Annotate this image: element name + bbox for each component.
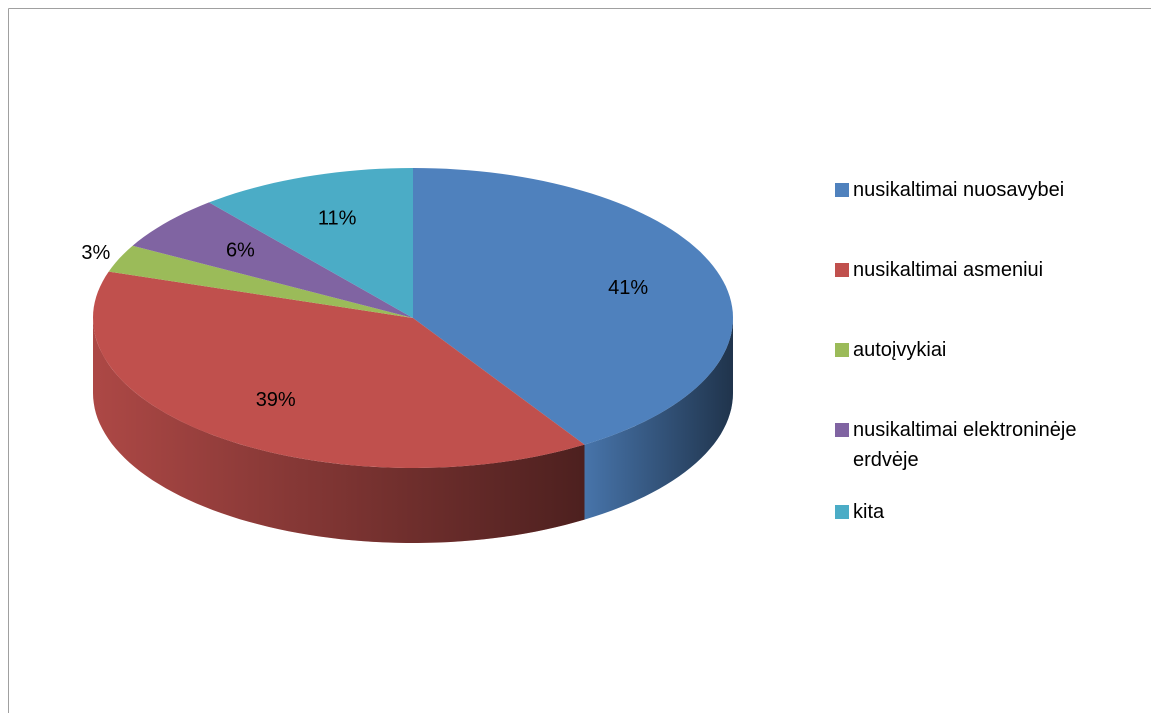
- data-label: 39%: [256, 389, 296, 411]
- legend-label: kita: [853, 501, 885, 523]
- data-label: 6%: [226, 239, 255, 261]
- slice: [108, 245, 413, 318]
- legend-item: nusikaltimai elektroninėje erdvėje: [835, 415, 1145, 475]
- slice: [413, 168, 733, 445]
- slice-side-shade: [584, 318, 733, 520]
- legend-label: nusikaltimai elektroninėje erdvėje: [853, 419, 1077, 471]
- data-label: 11%: [318, 207, 357, 229]
- slice: [132, 202, 413, 318]
- slice: [93, 271, 585, 468]
- legend-swatch: [835, 343, 849, 357]
- legend-item: autoįvykiai: [835, 335, 1145, 365]
- legend-item: nusikaltimai nuosavybei: [835, 175, 1145, 205]
- data-label: 3%: [81, 242, 110, 264]
- slice-side-shade: [93, 318, 585, 543]
- legend-swatch: [835, 505, 849, 519]
- legend-swatch: [835, 423, 849, 437]
- legend-item: nusikaltimai asmeniui: [835, 255, 1145, 285]
- legend-label: nusikaltimai nuosavybei: [853, 179, 1065, 201]
- legend-swatch: [835, 183, 849, 197]
- slice: [209, 168, 413, 318]
- legend-item: kita: [835, 497, 1145, 527]
- data-label: 41%: [608, 277, 648, 299]
- legend-label: autoįvykiai: [853, 339, 947, 361]
- legend-label: nusikaltimai asmeniui: [853, 259, 1044, 281]
- legend-swatch: [835, 263, 849, 277]
